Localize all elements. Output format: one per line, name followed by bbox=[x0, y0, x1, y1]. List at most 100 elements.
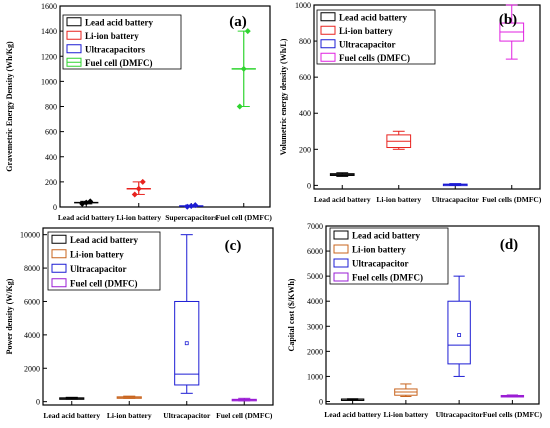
y-tick-label: 8000 bbox=[24, 264, 40, 273]
box-2 bbox=[179, 202, 204, 210]
box-3 bbox=[500, 394, 525, 398]
legend-swatch bbox=[51, 263, 67, 273]
y-axis-label: Capital cost ($/KWh) bbox=[287, 278, 296, 351]
x-tick-label: Supercapacitors bbox=[165, 213, 217, 222]
box-0 bbox=[340, 398, 365, 401]
legend-entry: Lead acid battery bbox=[352, 231, 420, 241]
y-tick-label: 10000 bbox=[20, 231, 40, 240]
legend-swatch bbox=[51, 249, 67, 259]
data-point bbox=[236, 103, 243, 110]
chart-panel-d: 0 1000 2000 3000 4000 5000 6000 7000 Lead acid b… bbox=[287, 222, 542, 419]
legend-frame bbox=[47, 231, 161, 291]
x-tick-label: Fuel cells (DMFC) bbox=[483, 410, 543, 419]
y-tick-label: 600 bbox=[45, 128, 57, 137]
panel-label: (b) bbox=[499, 12, 517, 28]
x-tick-label: Li-ion battery bbox=[383, 410, 428, 419]
legend-entry: Ultracapacitor bbox=[339, 39, 395, 49]
data-point bbox=[139, 178, 146, 185]
y-axis-label: Volumetric energy density (Wh/L) bbox=[279, 38, 288, 155]
legend-entry: Li-ion battery bbox=[339, 26, 393, 36]
box-iqr bbox=[174, 300, 200, 386]
y-tick-label: 1600 bbox=[41, 2, 57, 11]
data-point bbox=[192, 202, 199, 209]
box-1 bbox=[394, 383, 418, 397]
legend: Lead acid battery Li-ion battery Ultracapa… bbox=[329, 227, 449, 285]
plot-frame bbox=[325, 225, 540, 405]
y-tick-label: 5000 bbox=[307, 272, 323, 281]
legend-entry: Fuel cell (DMFC) bbox=[85, 58, 152, 68]
y-tick-label: 400 bbox=[299, 109, 311, 118]
y-tick-label: 200 bbox=[45, 178, 57, 187]
legend-swatch bbox=[66, 30, 82, 40]
legend-entry: Ultracapacitor bbox=[352, 259, 408, 269]
y-tick-label: 3000 bbox=[307, 322, 323, 331]
box-iqr bbox=[447, 300, 471, 365]
box-1 bbox=[126, 178, 151, 198]
legend-frame bbox=[62, 14, 182, 70]
data-point bbox=[188, 202, 195, 209]
legend: Lead acid battery Li-ion battery Ultracapa… bbox=[62, 14, 182, 70]
legend-entry: Ultracapacitor bbox=[70, 264, 126, 274]
box-0 bbox=[74, 198, 99, 207]
legend-entry: Lead acid battery bbox=[85, 17, 153, 27]
y-tick-label: 2000 bbox=[24, 364, 40, 373]
y-tick-label: 4000 bbox=[307, 297, 323, 306]
y-tick-label: 800 bbox=[299, 37, 311, 46]
legend-swatch bbox=[333, 230, 349, 240]
x-tick-label: Ultracapacitor bbox=[436, 410, 484, 419]
x-tick-label: Li-ion battery bbox=[116, 213, 161, 222]
legend-swatch bbox=[333, 244, 349, 254]
x-tick-label: Lead acid battery bbox=[324, 410, 381, 419]
legend-swatch bbox=[320, 39, 336, 49]
legend-frame bbox=[329, 227, 449, 285]
legend-swatch bbox=[51, 234, 67, 244]
y-tick-label: 0 bbox=[307, 181, 311, 190]
panel-label: (c) bbox=[225, 238, 242, 254]
y-tick-label: 800 bbox=[45, 103, 57, 112]
box-0 bbox=[329, 172, 355, 177]
legend-swatch bbox=[333, 272, 349, 282]
legend-frame bbox=[316, 9, 436, 65]
legend: Lead acid battery Li-ion battery Ultracapa… bbox=[47, 231, 161, 291]
x-tick-label: Ultracapacitor bbox=[163, 411, 211, 420]
y-tick-label: 7000 bbox=[307, 222, 323, 231]
chart-panel-a: 0 200 400 600 800 1000 1200 1400 1600 Lead acid b… bbox=[5, 2, 272, 222]
plot-frame bbox=[42, 227, 274, 406]
y-tick-label: 200 bbox=[299, 145, 311, 154]
x-tick-label: Lead acid battery bbox=[43, 411, 100, 420]
legend-entry: Lead acid battery bbox=[70, 235, 138, 245]
x-tick-label: Li-ion battery bbox=[107, 411, 152, 420]
data-point bbox=[135, 185, 142, 192]
legend-entry: Lead acid battery bbox=[339, 12, 407, 22]
y-tick-label: 0 bbox=[36, 398, 40, 407]
legend-swatch bbox=[66, 17, 82, 27]
y-axis-label: Power density (W/Kg) bbox=[5, 278, 14, 354]
x-tick-label: Li-ion battery bbox=[376, 195, 421, 204]
mean-marker bbox=[184, 341, 189, 346]
chart-panel-b: 0 200 400 600 800 1000 Lead acid battery Li-ion… bbox=[279, 1, 542, 204]
panel-label: (d) bbox=[500, 237, 518, 253]
legend-swatch bbox=[333, 258, 349, 268]
legend-entry: Li-ion battery bbox=[352, 245, 406, 255]
box-1 bbox=[386, 130, 412, 150]
y-tick-label: 0 bbox=[319, 397, 323, 406]
y-axis-label: Gravemetric Energy Density (Wh/Kg) bbox=[5, 41, 14, 172]
legend: Lead acid battery Li-ion battery Ultracapa… bbox=[316, 9, 436, 65]
y-tick-label: 0 bbox=[53, 203, 57, 212]
legend-swatch bbox=[320, 52, 336, 62]
box-3 bbox=[499, 4, 525, 60]
y-tick-label: 1000 bbox=[41, 77, 57, 86]
box-1 bbox=[116, 395, 142, 399]
box-3 bbox=[231, 28, 256, 110]
y-tick-label: 1400 bbox=[41, 27, 57, 36]
x-tick-label: Ultracapacitor bbox=[432, 195, 480, 204]
y-tick-label: 1000 bbox=[307, 372, 323, 381]
legend-swatch bbox=[66, 44, 82, 54]
mean-marker bbox=[457, 333, 462, 337]
y-tick-label: 4000 bbox=[24, 331, 40, 340]
legend-entry: Fuel cells (DMFC) bbox=[339, 53, 410, 63]
y-tick-label: 1200 bbox=[41, 52, 57, 61]
legend-entry: Li-ion battery bbox=[85, 31, 139, 41]
